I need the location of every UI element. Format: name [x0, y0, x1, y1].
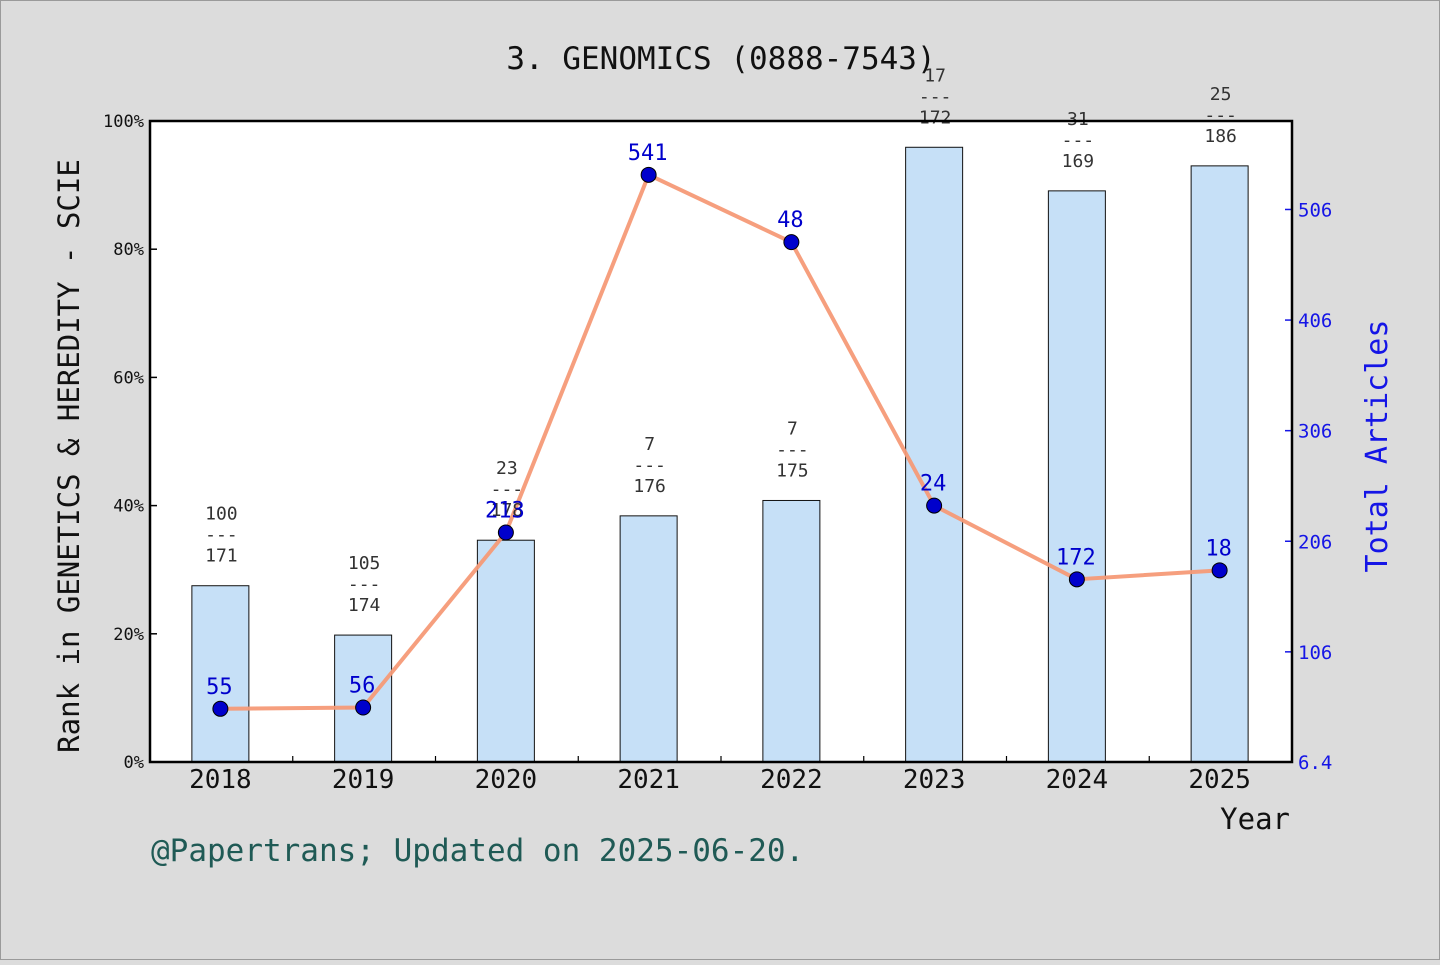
bar-total-label-2020: 178 — [491, 500, 524, 521]
x-tick-label-2019: 2019 — [332, 765, 395, 795]
bar-rank-label-2025: 25 — [1210, 84, 1232, 105]
total-articles-label-2022: 48 — [777, 208, 804, 233]
total-articles-label-2020: 213 — [485, 499, 525, 524]
x-tick-label-2023: 2023 — [903, 765, 966, 795]
x-tick-label-2020: 2020 — [475, 765, 538, 795]
total-articles-point-2025 — [1211, 562, 1228, 579]
bar-2020 — [476, 539, 535, 763]
x-axis-label: Year — [1220, 802, 1290, 836]
right-tick-label: 506 — [1298, 199, 1332, 221]
total-articles-point-2020 — [497, 524, 514, 541]
bar-rank-label-2022: 7 — [787, 418, 798, 439]
total-articles-point-2018 — [212, 700, 229, 717]
right-tick-label: 206 — [1298, 531, 1332, 553]
bar-total-label-2021: 176 — [633, 476, 666, 497]
bar-rank-label-2024: 31 — [1067, 109, 1089, 130]
x-tick-label-2025: 2025 — [1188, 765, 1251, 795]
total-articles-label-2018: 55 — [206, 675, 233, 700]
right-tick-label: 6.4 — [1298, 752, 1332, 774]
bar-total-label-2023: 172 — [919, 107, 952, 128]
x-tick-label-2024: 2024 — [1046, 765, 1109, 795]
bar-rank-label-2019: 105 — [348, 553, 381, 574]
left-tick-label: 100% — [103, 112, 144, 132]
total-articles-label-2023: 24 — [920, 472, 947, 497]
bar-separator-2021: --- — [633, 455, 666, 476]
footer-note: @Papertrans; Updated on 2025-06-20. — [151, 833, 805, 869]
left-tick-label: 40% — [113, 497, 144, 517]
left-tick-label: 80% — [113, 240, 144, 260]
bar-2019 — [334, 634, 393, 763]
right-tick-label: 406 — [1298, 310, 1332, 332]
total-articles-label-2021: 541 — [628, 141, 668, 166]
y-axis-right-label: Total Articles — [1360, 320, 1395, 573]
y-axis-left-label: Rank in GENETICS & HEREDITY - SCIE — [52, 159, 86, 753]
bar-separator-2024: --- — [1062, 130, 1095, 151]
bar-separator-2019: --- — [348, 574, 381, 595]
total-articles-label-2019: 56 — [349, 674, 376, 699]
left-tick-label: 0% — [124, 753, 144, 773]
bar-2023 — [905, 146, 964, 763]
total-articles-point-2024 — [1068, 571, 1085, 588]
total-articles-label-2024: 172 — [1056, 545, 1096, 570]
bar-total-label-2022: 175 — [776, 460, 809, 481]
total-articles-point-2023 — [926, 497, 943, 514]
bar-2021 — [619, 515, 678, 763]
total-articles-point-2021 — [640, 166, 657, 183]
bar-2022 — [762, 499, 821, 763]
total-articles-point-2022 — [783, 234, 800, 251]
bar-total-label-2019: 174 — [348, 595, 381, 616]
plot-area — [150, 121, 1292, 762]
bar-layer — [191, 146, 1249, 763]
plot-border — [148, 119, 1294, 764]
bar-rank-label-2020: 23 — [496, 458, 518, 479]
x-tick-label-2021: 2021 — [617, 765, 680, 795]
bar-total-label-2018: 171 — [205, 546, 238, 567]
bar-total-label-2025: 186 — [1204, 126, 1237, 147]
bar-2024 — [1047, 190, 1106, 763]
x-tick-label-2018: 2018 — [189, 765, 252, 795]
bar-separator-2020: --- — [491, 479, 524, 500]
bar-total-label-2024: 169 — [1062, 151, 1095, 172]
total-articles-label-2025: 18 — [1205, 536, 1232, 561]
bar-rank-label-2018: 100 — [205, 504, 238, 525]
bar-2018 — [191, 585, 250, 763]
bar-rank-label-2023: 17 — [924, 65, 946, 86]
right-tick-label: 306 — [1298, 421, 1332, 443]
bar-separator-2018: --- — [205, 525, 238, 546]
total-articles-point-2019 — [355, 699, 372, 716]
left-tick-label: 20% — [113, 625, 144, 645]
total-articles-line — [220, 172, 1220, 711]
line-layer — [212, 166, 1228, 717]
axes-layer: 0% 20% 40% 60% 80% 100% 6.4 106 206 306 406 506 2018… — [103, 112, 1332, 795]
bar-2025 — [1190, 165, 1249, 763]
right-tick-label: 106 — [1298, 642, 1332, 664]
chart-title: 3. GENOMICS (0888-7543) — [506, 41, 935, 77]
left-tick-label: 60% — [113, 368, 144, 388]
x-tick-label-2022: 2022 — [760, 765, 823, 795]
label-layer: 100---171 105---17423---1787---1767---175… — [205, 65, 1237, 700]
bar-separator-2023: --- — [919, 86, 952, 107]
bar-separator-2025: --- — [1204, 105, 1237, 126]
bar-separator-2022: --- — [776, 439, 809, 460]
bar-rank-label-2021: 7 — [644, 434, 655, 455]
